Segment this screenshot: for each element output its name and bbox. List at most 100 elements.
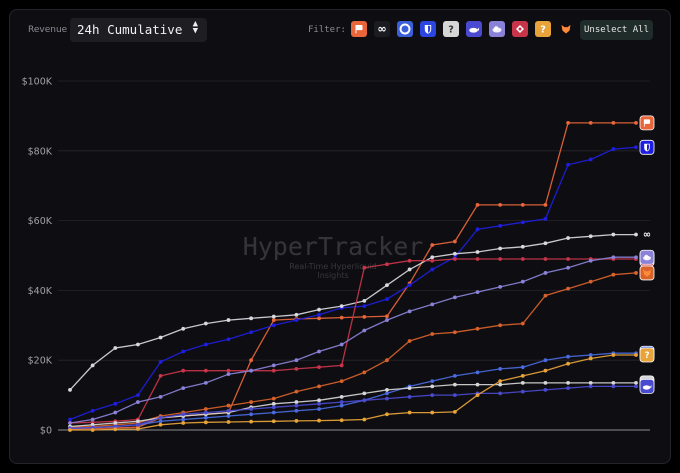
data-point — [271, 405, 276, 410]
data-point — [226, 414, 231, 418]
data-point — [634, 145, 638, 150]
data-point — [452, 295, 457, 300]
data-point — [181, 417, 186, 422]
data-point — [475, 370, 480, 375]
data-point — [271, 419, 276, 424]
y-tick-label: $60K — [28, 216, 53, 227]
data-point — [385, 396, 389, 401]
series-line — [70, 354, 636, 431]
data-point — [181, 368, 186, 373]
filter-chip[interactable] — [558, 21, 574, 37]
data-point — [362, 315, 367, 319]
data-point — [158, 374, 163, 378]
y-tick-label: $40K — [28, 286, 53, 297]
data-point — [339, 363, 344, 368]
series-line — [69, 233, 636, 391]
data-point — [611, 147, 616, 151]
watermark-subtitle-2: Insights — [317, 271, 348, 280]
data-point — [430, 379, 435, 384]
chevron-up-down-icon: ▲ ▼ — [192, 19, 198, 36]
data-point — [475, 326, 480, 331]
data-point — [226, 403, 231, 408]
data-point — [294, 312, 299, 317]
grid-lines — [58, 80, 650, 431]
data-point — [543, 257, 548, 261]
filter-chip[interactable]: ∞ — [374, 21, 390, 37]
data-point — [317, 407, 321, 411]
filter-chip[interactable]: ? — [443, 21, 459, 37]
data-point — [68, 421, 72, 425]
svg-text:∞: ∞ — [643, 230, 651, 241]
data-point — [543, 293, 548, 298]
data-point — [113, 424, 118, 429]
series-line — [69, 258, 636, 424]
unselect-all-button[interactable]: Unselect All — [580, 20, 653, 40]
filter-chip[interactable]: ? — [535, 21, 551, 37]
data-point — [203, 368, 208, 373]
data-point — [498, 367, 503, 371]
series-line — [69, 385, 636, 429]
data-point — [475, 290, 480, 295]
filter-chip[interactable] — [397, 21, 413, 37]
data-point — [543, 241, 548, 246]
question-icon: ? — [639, 347, 655, 363]
data-point — [271, 323, 276, 328]
series-line — [69, 272, 637, 428]
data-point — [520, 244, 525, 249]
loop-icon: ∞ — [377, 23, 386, 36]
data-point — [430, 267, 435, 272]
fox-icon — [639, 265, 655, 281]
data-point — [90, 408, 95, 413]
data-point — [136, 342, 140, 347]
data-point — [317, 398, 321, 403]
data-point — [158, 335, 163, 340]
data-point — [452, 374, 457, 378]
data-point — [634, 384, 638, 389]
data-point — [158, 422, 163, 427]
data-point — [430, 243, 435, 247]
data-point — [181, 349, 186, 354]
data-point — [588, 234, 593, 239]
timeframe-select[interactable]: 24h Cumulative ▲ ▼ — [70, 18, 207, 42]
data-point — [452, 239, 457, 244]
data-point — [317, 349, 321, 354]
data-point — [498, 379, 503, 384]
data-point — [634, 271, 638, 275]
data-point — [113, 421, 118, 425]
data-point — [362, 417, 367, 422]
filter-chip[interactable] — [489, 21, 505, 37]
data-point — [90, 363, 95, 368]
data-point — [520, 374, 525, 378]
filter-chip[interactable] — [420, 21, 436, 37]
series-line — [69, 256, 636, 424]
flag-icon — [639, 115, 655, 131]
whale-icon — [469, 27, 480, 33]
data-point — [520, 389, 525, 394]
data-point — [634, 232, 638, 237]
data-point — [317, 384, 321, 389]
data-point — [475, 227, 480, 232]
data-point — [339, 342, 344, 347]
data-point — [294, 367, 299, 371]
data-point — [90, 422, 95, 427]
filter-chip[interactable] — [512, 21, 528, 37]
data-point — [113, 427, 118, 432]
data-point — [226, 420, 231, 424]
data-point — [181, 326, 186, 331]
data-point — [90, 428, 95, 432]
question-icon: ? — [540, 25, 546, 36]
data-point — [294, 358, 299, 363]
data-point — [475, 382, 480, 387]
filter-chip[interactable] — [466, 21, 482, 37]
data-point — [498, 202, 503, 207]
data-point — [362, 265, 367, 270]
shield-icon — [424, 25, 432, 34]
data-point — [520, 321, 525, 326]
data-point — [430, 255, 435, 260]
data-point — [249, 358, 254, 363]
data-point — [362, 391, 367, 396]
data-point — [385, 283, 389, 288]
data-point — [634, 255, 638, 260]
filter-chip[interactable] — [351, 21, 367, 37]
y-tick-label: $0 — [40, 426, 52, 437]
